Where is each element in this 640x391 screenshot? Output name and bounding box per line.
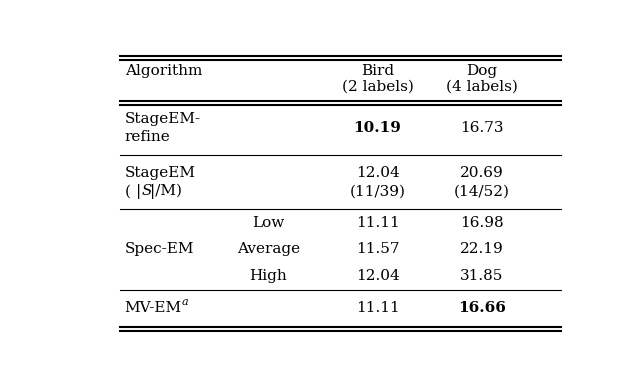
Text: 12.04: 12.04 bbox=[356, 166, 399, 180]
Text: Algorithm: Algorithm bbox=[125, 64, 202, 77]
Text: 16.66: 16.66 bbox=[458, 301, 506, 315]
Text: Bird: Bird bbox=[361, 64, 394, 77]
Text: 11.11: 11.11 bbox=[356, 301, 399, 315]
Text: 16.73: 16.73 bbox=[460, 121, 504, 135]
Text: 11.11: 11.11 bbox=[356, 216, 399, 230]
Text: 16.98: 16.98 bbox=[460, 216, 504, 230]
Text: Average: Average bbox=[237, 242, 300, 256]
Text: (4 labels): (4 labels) bbox=[446, 79, 518, 93]
Text: (2 labels): (2 labels) bbox=[342, 79, 413, 93]
Text: StageEM: StageEM bbox=[125, 166, 196, 180]
Text: 11.57: 11.57 bbox=[356, 242, 399, 256]
Text: 22.19: 22.19 bbox=[460, 242, 504, 256]
Text: (11/39): (11/39) bbox=[349, 184, 406, 198]
Text: MV-EM: MV-EM bbox=[125, 301, 182, 315]
Text: (14/52): (14/52) bbox=[454, 184, 510, 198]
Text: Dog: Dog bbox=[466, 64, 497, 77]
Text: 31.85: 31.85 bbox=[460, 269, 504, 283]
Text: 12.04: 12.04 bbox=[356, 269, 399, 283]
Text: High: High bbox=[250, 269, 287, 283]
Text: 10.19: 10.19 bbox=[354, 121, 401, 135]
Text: refine: refine bbox=[125, 130, 170, 144]
Text: |/M): |/M) bbox=[150, 183, 182, 199]
Text: |: | bbox=[136, 184, 141, 199]
Text: StageEM-: StageEM- bbox=[125, 112, 201, 126]
Text: Low: Low bbox=[252, 216, 285, 230]
Text: (: ( bbox=[125, 184, 131, 198]
Text: S: S bbox=[141, 184, 152, 198]
Text: a: a bbox=[182, 297, 188, 307]
Text: Spec-EM: Spec-EM bbox=[125, 242, 194, 256]
Text: 20.69: 20.69 bbox=[460, 166, 504, 180]
